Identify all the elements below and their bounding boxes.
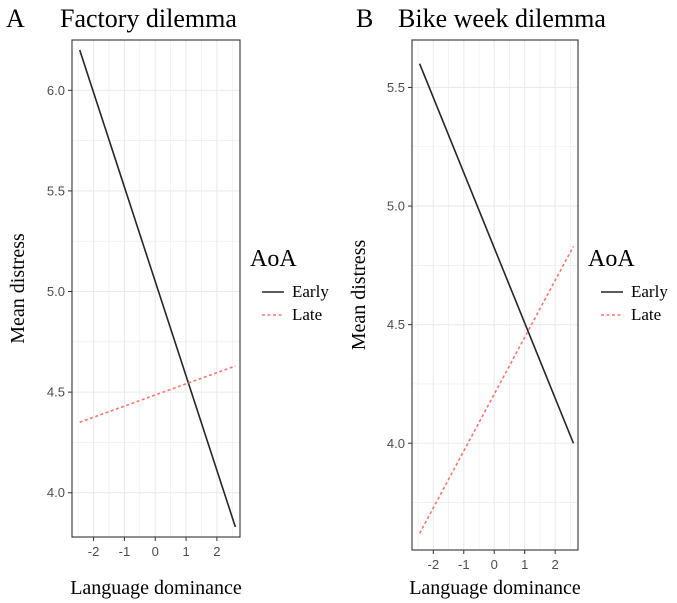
legend-label-late: Late	[631, 305, 661, 324]
panel-label: A	[6, 4, 25, 33]
y-tick-label: 5.5	[47, 183, 65, 198]
y-tick-label: 4.5	[47, 385, 65, 400]
y-tick-label: 4.0	[387, 436, 405, 451]
x-tick-label: 1	[521, 557, 528, 572]
y-axis-title: Mean distress	[348, 240, 370, 351]
legend-title: AoA	[250, 246, 297, 272]
legend-title: AoA	[588, 246, 635, 272]
x-tick-label: -2	[428, 557, 440, 572]
gridlines	[412, 40, 578, 550]
gridlines	[72, 39, 240, 537]
y-axis-title: Mean distress	[7, 233, 29, 344]
series-line-late	[418, 245, 575, 534]
y-tick-label: 5.0	[387, 199, 405, 214]
series-line-early	[78, 49, 237, 528]
legend: AoA Early Late	[588, 246, 668, 324]
y-tick-label: 5.0	[47, 284, 65, 299]
series-line-late	[79, 365, 236, 424]
panel-border	[71, 39, 241, 538]
x-tick-label: 0	[491, 557, 498, 572]
x-tick-label: -1	[119, 544, 131, 559]
x-tick-label: -2	[88, 544, 100, 559]
legend: AoA Early Late	[250, 246, 329, 324]
x-tick-label: -1	[458, 557, 470, 572]
panel-title: Factory dilemma	[60, 4, 237, 33]
panel-label: B	[356, 4, 373, 33]
x-axis-title: Language dominance	[409, 577, 581, 599]
x-tick-label: 2	[552, 557, 559, 572]
y-tick-label: 6.0	[47, 83, 65, 98]
x-tick-label: 0	[152, 544, 159, 559]
legend-label-early: Early	[631, 282, 668, 301]
x-tick-label: 2	[213, 544, 220, 559]
panel-a: A Factory dilemma -2 -1 0 1 2 4.0 4.5 5.0 5.5 6.0 La…	[6, 4, 329, 599]
panel-title: Bike week dilemma	[398, 4, 606, 33]
y-tick-label: 5.5	[387, 80, 405, 95]
panel-border	[411, 39, 579, 551]
y-tick-label: 4.5	[387, 317, 405, 332]
legend-label-late: Late	[292, 305, 322, 324]
x-tick-label: 1	[182, 544, 189, 559]
legend-label-early: Early	[292, 282, 329, 301]
x-axis-title: Language dominance	[70, 577, 242, 599]
plot-area	[412, 40, 578, 550]
y-tick-label: 4.0	[47, 485, 65, 500]
series-line-early	[418, 63, 575, 444]
panel-b: B Bike week dilemma -2 -1 0 1 2 4.0 4.5 5.0 5.5 Lan…	[348, 4, 668, 599]
